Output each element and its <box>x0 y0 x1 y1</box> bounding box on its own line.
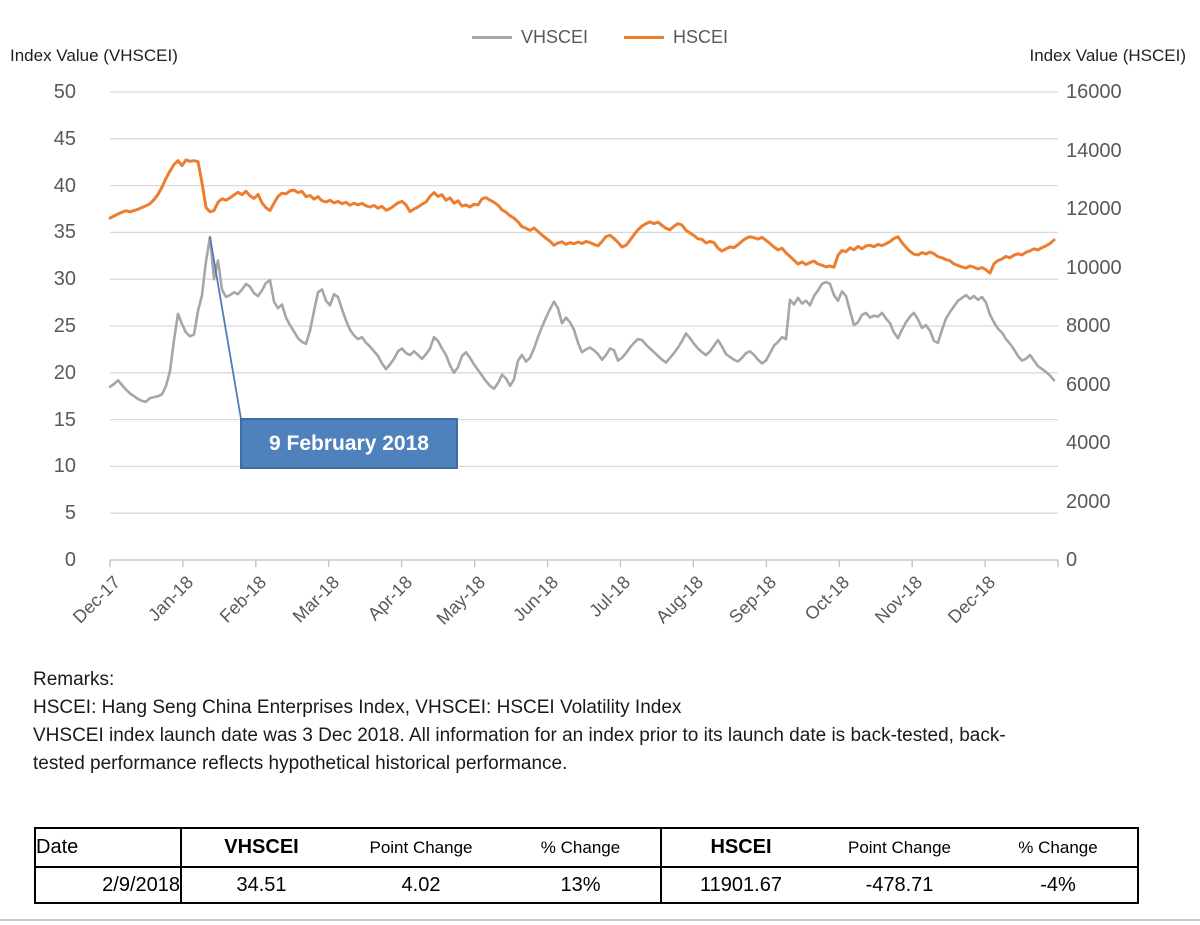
annotation-label: 9 February 2018 <box>269 432 429 455</box>
y-axis-tick-label-left: 20 <box>53 361 76 384</box>
annotation-callout: 9 February 2018 <box>240 418 458 469</box>
remarks-line: tested performance reflects hypothetical… <box>33 753 568 774</box>
hscei-line-swatch <box>624 36 664 39</box>
vhscei-line-swatch <box>471 36 512 39</box>
remarks-line: HSCEI: Hang Seng China Enterprises Index… <box>33 697 682 718</box>
legend-item-hscei: HSCEI <box>624 27 728 48</box>
y-axis-tick-label-right: 0 <box>1066 549 1078 571</box>
y-axis-tick-label-right: 2000 <box>1066 490 1111 513</box>
header-vhscei-point-change: Point Change <box>341 828 501 868</box>
cell-vhscei-pct-change: 13% <box>501 867 662 903</box>
table-data-row: 2/9/2018 34.51 4.02 13% 11901.67 -478.71… <box>35 867 1138 903</box>
y-axis-tick-label-left: 25 <box>53 315 76 337</box>
summary-table: Date VHSCEI Point Change % Change HSCEI … <box>34 827 1139 904</box>
header-date: Date <box>35 828 182 868</box>
remarks-title: Remarks: <box>33 669 115 690</box>
y-axis-tick-label-left: 35 <box>53 221 76 244</box>
y-axis-tick-label-left: 50 <box>53 81 76 103</box>
vhscei-series-line <box>108 235 1056 404</box>
cell-vhscei-point-change: 4.02 <box>401 873 441 896</box>
bottom-divider <box>0 919 1200 921</box>
annotation-leader-line <box>209 236 242 420</box>
y-axis-tick-label-right: 4000 <box>1066 432 1111 454</box>
right-axis-title: Index Value (HSCEI) <box>1029 46 1186 65</box>
header-vhscei: VHSCEI <box>181 828 341 868</box>
header-vhscei-pct-change: % Change <box>501 828 662 868</box>
y-axis-tick-label-left: 5 <box>64 502 76 525</box>
y-axis-tick-label-right: 10000 <box>1066 256 1122 279</box>
y-axis-tick-label-left: 40 <box>53 174 76 197</box>
y-axis-tick-label-right: 6000 <box>1066 373 1111 396</box>
y-axis-tick-label-left: 10 <box>53 455 76 478</box>
header-hscei-point-change: Point Change <box>820 828 979 868</box>
remarks-line: VHSCEI index launch date was 3 Dec 2018.… <box>33 725 1006 746</box>
header-hscei: HSCEI <box>661 828 820 868</box>
cell-hscei: 11901.67 <box>700 873 782 896</box>
table-header-row: Date VHSCEI Point Change % Change HSCEI … <box>35 828 1138 868</box>
cell-hscei-pct-change: -4% <box>1040 873 1076 896</box>
header-hscei-pct-change: % Change <box>979 828 1138 868</box>
y-axis-tick-label-left: 45 <box>53 127 76 150</box>
y-axis-tick-label-right: 14000 <box>1066 139 1122 162</box>
cell-hscei-point-change: -478.71 <box>865 873 934 896</box>
remarks-block: Remarks: HSCEI: Hang Seng China Enterpri… <box>33 666 1006 778</box>
cell-date: 2/9/2018 <box>35 867 182 903</box>
cell-vhscei: 34.51 <box>236 873 287 896</box>
left-axis-title: Index Value (VHSCEI) <box>10 46 178 65</box>
y-axis-tick-label-left: 30 <box>53 268 76 291</box>
y-axis-tick-label-right: 16000 <box>1066 81 1122 103</box>
y-axis-tick-label-right: 12000 <box>1066 198 1122 220</box>
y-axis-tick-label-right: 8000 <box>1066 315 1111 337</box>
chart-legend: VHSCEI HSCEI <box>0 27 1200 48</box>
line-chart <box>108 91 1059 567</box>
hscei-series-line <box>108 158 1056 275</box>
y-axis-tick-label-left: 15 <box>53 408 76 431</box>
legend-label-vhscei: VHSCEI <box>520 27 588 47</box>
y-axis-tick-label-left: 0 <box>64 549 76 571</box>
legend-label-hscei: HSCEI <box>673 27 729 47</box>
legend-item-vhscei: VHSCEI <box>471 27 588 48</box>
